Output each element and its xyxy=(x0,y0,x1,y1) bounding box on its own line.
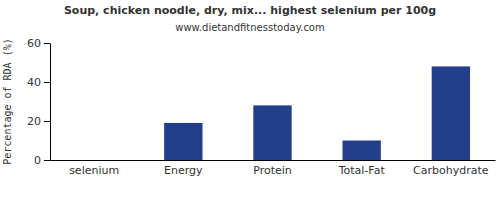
y-tick-mark xyxy=(44,82,50,83)
y-axis-title: Percentage of RDA (%) xyxy=(2,38,13,164)
x-axis: selenium Energy Protein Total-Fat Carbohydra… xyxy=(51,160,496,177)
bar xyxy=(432,66,470,160)
y-tick: 60 xyxy=(27,37,50,50)
y-tick-label: 20 xyxy=(27,115,41,128)
x-tick-label: selenium xyxy=(69,164,119,177)
y-tick: 0 xyxy=(34,154,50,167)
x-axis-line xyxy=(51,160,496,161)
x-tick-label: Carbohydrate xyxy=(413,164,489,177)
chart: Soup, chicken noodle, dry, mix... highes… xyxy=(0,0,500,200)
y-axis-line xyxy=(50,44,51,161)
y-tick-mark xyxy=(44,43,50,44)
y-tick-label: 0 xyxy=(34,154,41,167)
y-tick-mark xyxy=(44,121,50,122)
subtitle: www.dietandfitnesstoday.com xyxy=(175,22,324,33)
bar xyxy=(75,160,113,161)
x-tick: Total-Fat xyxy=(338,160,386,177)
bars xyxy=(164,66,470,160)
x-tick: selenium xyxy=(69,160,119,177)
y-tick: 20 xyxy=(27,115,50,128)
x-tick: Energy xyxy=(164,160,203,177)
bar xyxy=(164,123,202,160)
y-tick: 40 xyxy=(27,76,50,89)
x-tick: Protein xyxy=(253,160,292,177)
x-tick-label: Protein xyxy=(253,164,292,177)
y-axis: 0 20 40 60 xyxy=(27,37,51,167)
y-tick-label: 60 xyxy=(27,37,41,50)
x-tick-label: Energy xyxy=(164,164,203,177)
title: Soup, chicken noodle, dry, mix... highes… xyxy=(64,4,436,17)
x-tick: Carbohydrate xyxy=(413,160,489,177)
x-tick-label: Total-Fat xyxy=(338,164,386,177)
plot: 0 20 40 60 selenium Energy Protein Total-Fat Car… xyxy=(27,37,496,177)
bar xyxy=(253,105,291,160)
y-tick-label: 40 xyxy=(27,76,41,89)
bar xyxy=(343,141,381,161)
y-tick-mark xyxy=(44,160,50,161)
